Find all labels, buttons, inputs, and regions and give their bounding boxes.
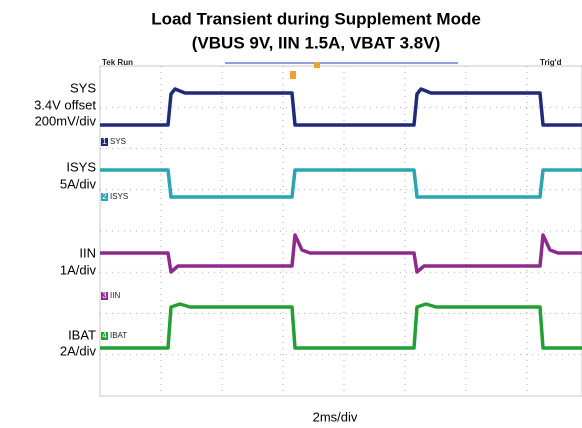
channel-label: SYS xyxy=(70,80,96,95)
iin-trace xyxy=(100,233,582,274)
channel-label: 2A/div xyxy=(60,343,97,358)
title-line: (VBUS 9V, IIN 1.5A, VBAT 3.8V) xyxy=(192,33,440,52)
isys-trace xyxy=(100,168,582,199)
channel-label: 200mV/div xyxy=(35,113,97,128)
channel-number: 3 xyxy=(102,291,107,300)
channel-tag: IIN xyxy=(110,291,120,300)
trigger-position xyxy=(314,62,320,68)
channel-label: IIN xyxy=(79,245,96,260)
channel-tag: IBAT xyxy=(110,331,127,340)
sys-trace xyxy=(100,87,582,127)
channel-number: 4 xyxy=(102,331,107,340)
timebase-label: 2ms/div xyxy=(313,409,358,424)
scope-trigger: Trig'd xyxy=(540,58,562,67)
channel-number: 2 xyxy=(102,192,107,201)
channel-number: 1 xyxy=(102,137,107,146)
scope-screen: Tek Run Trig'd xyxy=(99,58,582,397)
channel-badge xyxy=(101,138,108,146)
grid xyxy=(100,66,582,396)
channel-label: 1A/div xyxy=(60,262,97,277)
channel-badge xyxy=(101,193,108,201)
ibat-trace xyxy=(100,302,582,350)
channel-badge xyxy=(101,332,108,340)
channel-tag: SYS xyxy=(110,137,126,146)
trigger-marker xyxy=(290,71,296,79)
channel-badge xyxy=(101,292,108,300)
channel-label: IBAT xyxy=(68,327,96,342)
channel-label: 3.4V offset xyxy=(34,97,96,112)
channel-label: 5A/div xyxy=(60,176,97,191)
title-line: Load Transient during Supplement Mode xyxy=(151,9,481,28)
scope-status: Tek Run xyxy=(102,58,133,67)
channel-label: ISYS xyxy=(66,159,96,174)
channel-tag: ISYS xyxy=(110,192,128,201)
